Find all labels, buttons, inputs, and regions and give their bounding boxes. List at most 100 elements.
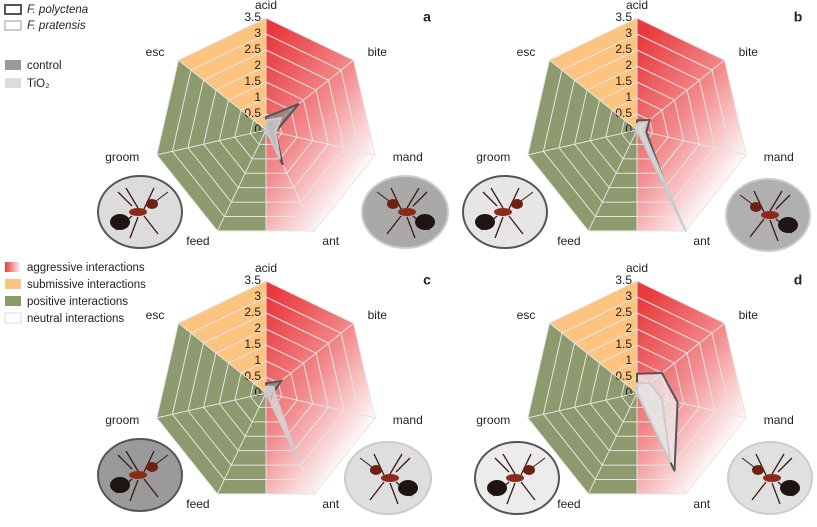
series-vertex (274, 394, 277, 396)
series-vertex (661, 397, 663, 400)
legend-label: F. polyctena (27, 4, 88, 16)
spoke (156, 392, 267, 419)
ant-leg (508, 187, 520, 210)
legend-label: submissive interactions (27, 279, 146, 291)
r-tick-label: 1 (254, 353, 261, 367)
spoke (216, 392, 267, 495)
ant-photo (344, 441, 432, 515)
r-tick-label: 2 (254, 321, 261, 335)
series-vertex (636, 122, 638, 125)
ant-antenna (155, 454, 169, 465)
ant-leg (520, 453, 532, 476)
panel-letter: a (423, 9, 431, 25)
ant-gaster (780, 480, 800, 496)
ant-antenna (359, 457, 373, 468)
r-tick-label: 2 (625, 321, 632, 335)
ant-leg (753, 190, 765, 213)
series-polygon (265, 385, 301, 463)
axis-label: groom (476, 413, 510, 427)
spoke (587, 392, 638, 495)
spoke (178, 322, 267, 394)
ant-thorax (763, 474, 781, 482)
r-tick-label: 2.5 (615, 305, 632, 319)
r-tick-label: 3.5 (615, 273, 632, 287)
ant-leg (125, 450, 139, 472)
axis-label: acid (626, 0, 648, 12)
axis-label: bite (368, 308, 388, 322)
series-vertex (645, 131, 648, 133)
axis-label: ant (693, 497, 710, 511)
series-vertex (642, 130, 645, 133)
legend-swatch (5, 296, 21, 306)
axis-label: esc (146, 308, 165, 322)
ant-leg (490, 187, 504, 209)
ant-leg (406, 187, 420, 209)
r-tick-label: 1 (625, 90, 632, 104)
legend-swatch (4, 4, 22, 15)
ant (741, 453, 800, 505)
series-vertex (298, 461, 301, 463)
axis-label: feed (557, 497, 580, 511)
legend-label: F. pratensis (27, 20, 86, 32)
ant-gaster (487, 480, 507, 496)
series-vertex (280, 380, 282, 382)
legend-label: aggressive interactions (27, 262, 145, 274)
series-vertex (281, 163, 284, 166)
legend-swatch (5, 279, 21, 289)
ant-head (146, 199, 158, 209)
ant (359, 453, 418, 505)
series-vertex (274, 131, 277, 133)
positive-sector (156, 60, 266, 231)
axis-label: mand (764, 413, 794, 427)
series-vertex (646, 121, 648, 123)
ant-leg (508, 215, 524, 235)
r-tick-label: 0.5 (615, 106, 632, 120)
legend-swatch (4, 20, 22, 31)
submissive-sector (549, 18, 637, 130)
spoke (265, 129, 376, 156)
axis-label: mand (764, 150, 794, 164)
axis-label: mand (393, 413, 423, 427)
ant-thorax (129, 208, 147, 216)
r-tick-label: 3 (625, 289, 632, 303)
spoke (549, 322, 638, 394)
series-vertex (669, 461, 672, 463)
r-tick-label: 3 (625, 26, 632, 40)
ant-leg (494, 457, 510, 473)
ant-gaster (110, 214, 130, 230)
ant-leg (129, 479, 139, 502)
series-vertex (673, 470, 676, 472)
ant (475, 187, 534, 239)
series-vertex (265, 392, 267, 394)
ant-leg (769, 190, 783, 212)
ant-head (511, 199, 523, 209)
ant-leg (125, 187, 139, 209)
ant-head (523, 465, 535, 475)
ant-antenna (520, 191, 534, 202)
positive-sector (156, 323, 266, 494)
series-polygon (636, 120, 687, 232)
series-vertex (636, 373, 638, 375)
submissive-sector (178, 281, 266, 393)
ant-leg (494, 216, 504, 239)
legend-swatch (5, 78, 21, 88)
ant (110, 450, 169, 502)
series-vertex (265, 116, 267, 118)
axis-label: esc (517, 308, 536, 322)
ant-photo (97, 438, 183, 512)
series-vertex (661, 372, 663, 374)
axis-label: bite (739, 45, 759, 59)
ant-gaster (110, 477, 130, 493)
ant-antenna (741, 457, 755, 468)
ant-photo (361, 175, 449, 249)
ant-thorax (129, 471, 147, 479)
series-vertex (265, 119, 267, 122)
legend-swatch (5, 262, 21, 272)
axis-label: acid (255, 261, 277, 275)
series-vertex (272, 386, 275, 388)
series-vertex (636, 119, 638, 122)
ant-leg (386, 215, 402, 235)
ant-thorax (506, 474, 524, 482)
ant-photo (97, 175, 183, 249)
ant (110, 187, 169, 239)
